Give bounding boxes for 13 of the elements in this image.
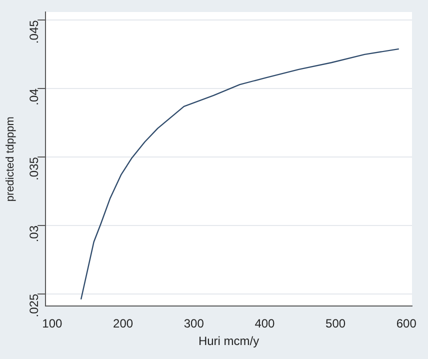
x-axis-title: Huri mcm/y xyxy=(198,334,260,348)
y-tick-label: .04 xyxy=(26,88,41,106)
x-tick-label: 200 xyxy=(113,316,134,331)
x-tick-label: 500 xyxy=(326,316,346,331)
y-tick-label: .025 xyxy=(26,294,41,318)
y-tick-label: .03 xyxy=(26,225,41,242)
x-tick-label: 400 xyxy=(254,316,276,331)
y-tick-label: .035 xyxy=(26,156,41,180)
x-tick-label: 300 xyxy=(184,316,204,331)
y-axis-title: predicted tdpppm xyxy=(4,116,17,202)
y-tick-label: .045 xyxy=(26,20,41,44)
x-tick-label: 100 xyxy=(42,316,63,331)
x-tick-label: 600 xyxy=(396,316,417,331)
